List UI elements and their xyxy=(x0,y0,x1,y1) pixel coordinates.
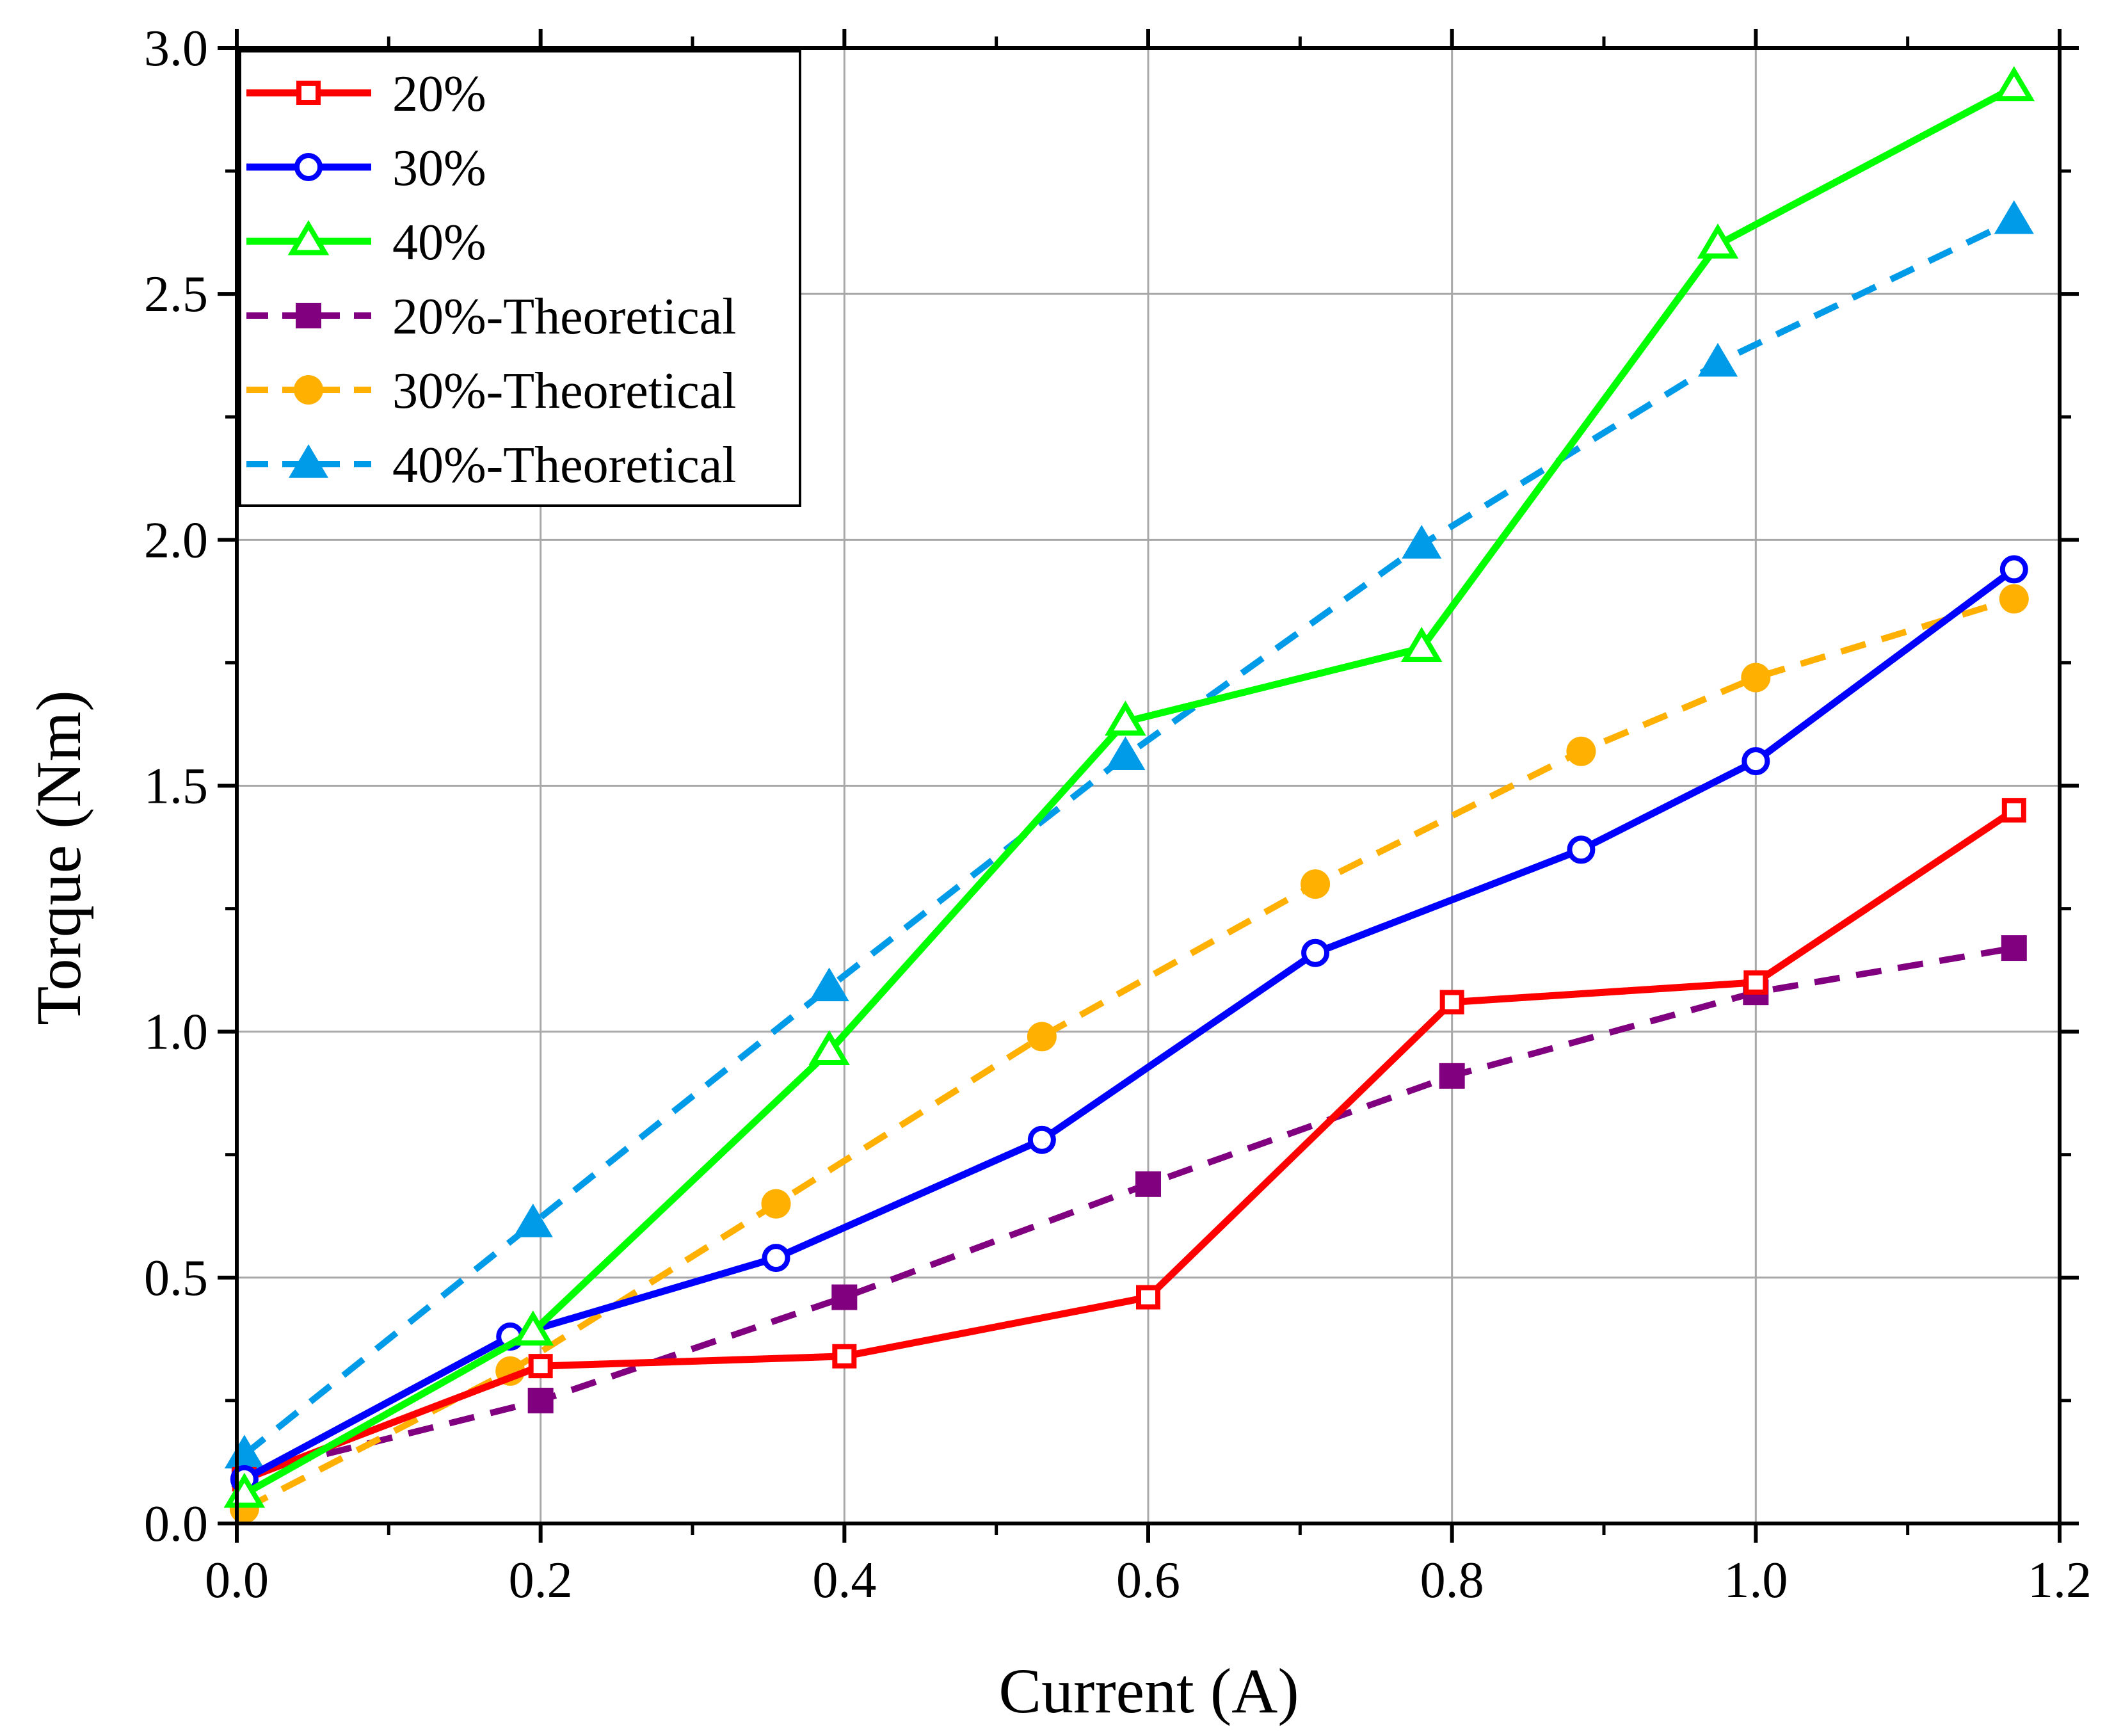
data-point xyxy=(513,1203,553,1237)
legend-label: 40%-Theoretical xyxy=(392,437,737,494)
data-point xyxy=(1567,835,1596,864)
data-point xyxy=(1742,747,1770,776)
data-point xyxy=(2001,798,2026,823)
data-point xyxy=(1027,1022,1057,1052)
y-tick-label: 2.5 xyxy=(144,266,208,323)
series-30- xyxy=(230,555,2028,1493)
data-point xyxy=(1027,1125,1056,1154)
data-point xyxy=(1697,223,1739,259)
data-point xyxy=(1741,663,1771,693)
data-point xyxy=(761,1189,791,1219)
data-point xyxy=(512,1310,554,1346)
legend: 20% 30% 40% 20%-Theoretical 30%-Theoretical 4… xyxy=(239,50,801,507)
legend-marker xyxy=(294,375,323,405)
data-point xyxy=(1566,736,1596,766)
data-point xyxy=(1136,1285,1160,1310)
data-point xyxy=(1697,342,1738,377)
legend-label: 30% xyxy=(392,140,486,197)
data-point xyxy=(1439,990,1464,1015)
data-point xyxy=(527,1387,554,1413)
data-point xyxy=(1105,700,1146,736)
axes xyxy=(218,29,2079,1543)
data-point xyxy=(1993,66,2035,102)
legend-label: 40% xyxy=(392,214,486,271)
y-tick-label: 1.0 xyxy=(144,1004,208,1061)
y-tick-label: 0.0 xyxy=(144,1496,208,1552)
x-tick-label: 0.8 xyxy=(1420,1552,1484,1609)
data-point xyxy=(1402,524,1442,559)
series-layer xyxy=(223,66,2035,1523)
data-point xyxy=(1105,736,1146,770)
data-point xyxy=(1999,555,2028,584)
legend-entry: 30%-Theoretical xyxy=(246,363,737,419)
data-point xyxy=(1999,584,2029,614)
legend-entry: 40% xyxy=(246,214,486,271)
legend-marker xyxy=(296,81,321,105)
x-tick-label: 0.4 xyxy=(812,1552,876,1609)
legend-entry: 20%-Theoretical xyxy=(246,289,737,345)
x-tick-label: 0.2 xyxy=(509,1552,573,1609)
y-axis-title: Torque (Nm) xyxy=(23,690,94,1025)
tick-labels: 0.0 0.2 0.4 0.6 0.8 1.0 1.2 0.0 0.5 1.0 1.5 2.0 2.5 3… xyxy=(144,20,2092,1609)
legend-label: 20%-Theoretical xyxy=(392,289,737,345)
grid-lines xyxy=(237,48,2060,1523)
data-point xyxy=(762,1244,790,1273)
series-40-theoretical xyxy=(224,200,2034,1469)
data-point xyxy=(831,1284,858,1310)
x-tick-label: 0.6 xyxy=(1116,1552,1180,1609)
data-point xyxy=(809,967,849,1002)
y-tick-label: 3.0 xyxy=(144,20,208,77)
legend-marker xyxy=(296,303,321,328)
data-point xyxy=(224,1435,264,1469)
legend-entry: 20% xyxy=(246,66,486,122)
data-point xyxy=(1743,970,1768,995)
series-line xyxy=(243,595,2015,1512)
data-point xyxy=(1439,1063,1465,1089)
data-point xyxy=(832,1344,857,1369)
data-point xyxy=(1994,200,2034,234)
x-tick-label: 1.0 xyxy=(1724,1552,1788,1609)
legend-marker xyxy=(287,220,330,255)
y-tick-label: 1.5 xyxy=(144,759,208,815)
legend-entry: 40%-Theoretical xyxy=(246,437,737,494)
legend-marker xyxy=(294,153,323,181)
data-point xyxy=(1400,627,1443,662)
data-point xyxy=(808,1030,850,1065)
series-40- xyxy=(223,66,2035,1508)
x-axis-title: Current (A) xyxy=(998,1655,1299,1726)
legend-label: 30%-Theoretical xyxy=(392,363,737,419)
data-point xyxy=(2001,935,2027,961)
data-point xyxy=(1135,1171,1161,1197)
legend-box xyxy=(239,50,801,507)
x-tick-label: 1.2 xyxy=(2028,1552,2092,1609)
legend-label: 20% xyxy=(392,66,486,122)
data-point xyxy=(1301,869,1331,899)
legend-marker xyxy=(288,444,329,478)
legend-entry: 30% xyxy=(246,140,486,197)
series-line xyxy=(243,566,2017,1483)
y-tick-label: 0.5 xyxy=(144,1250,208,1306)
data-point xyxy=(1301,938,1330,967)
x-tick-label: 0.0 xyxy=(205,1552,269,1609)
y-tick-label: 2.0 xyxy=(144,512,208,568)
data-point xyxy=(528,1354,553,1379)
